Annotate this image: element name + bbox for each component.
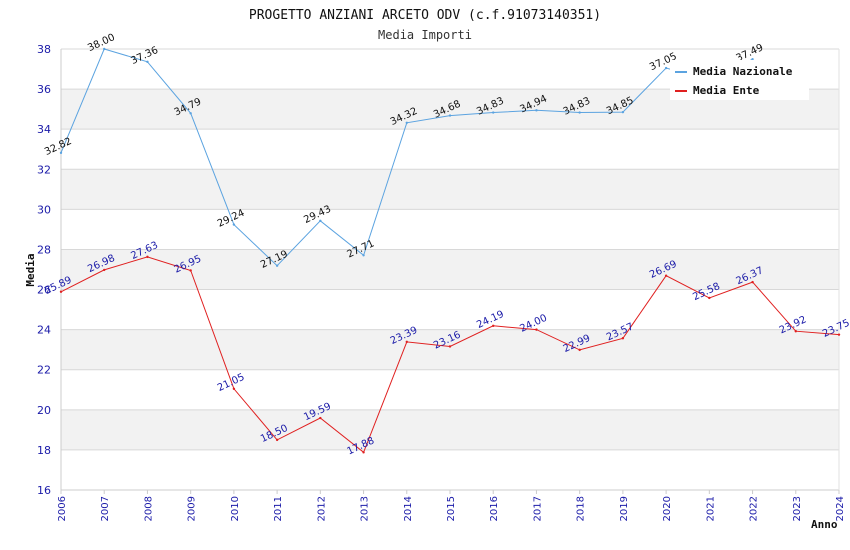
- grid-bands: [61, 89, 839, 450]
- data-point-media-ente: [232, 387, 236, 390]
- x-tick-label: 2018: [576, 496, 587, 521]
- y-tick-label: 38: [37, 43, 51, 56]
- x-tick-label: 2012: [316, 496, 327, 521]
- x-tick-label: 2014: [403, 496, 414, 521]
- data-point-media-ente: [492, 324, 495, 328]
- y-tick-label: 32: [37, 163, 51, 176]
- x-tick-label: 2017: [532, 496, 543, 521]
- y-tick-label: 20: [37, 404, 51, 417]
- data-label-media-nazionale: 37.36: [129, 45, 160, 67]
- y-axis-label: Media: [24, 253, 37, 286]
- x-tick-label: 2010: [230, 496, 241, 521]
- data-point-media-ente: [751, 280, 754, 284]
- data-point-media-ente: [794, 330, 797, 333]
- data-point-media-ente: [405, 340, 408, 344]
- x-tick-label: 2007: [100, 496, 111, 521]
- data-point-media-ente: [189, 269, 192, 272]
- series-lines: [59, 47, 841, 454]
- x-tick-label: 2016: [489, 496, 500, 521]
- x-tick-label: 2020: [662, 496, 673, 521]
- data-point-media-nazionale: [535, 109, 538, 112]
- x-tick-label: 2023: [792, 496, 803, 521]
- data-point-media-nazionale: [189, 112, 192, 115]
- data-point-media-ente: [275, 438, 279, 442]
- data-point-media-ente: [664, 274, 668, 277]
- series-line-media-nazionale: [60, 48, 753, 267]
- chart-subtitle: Media Importi: [378, 28, 472, 42]
- data-point-media-ente: [535, 328, 538, 331]
- x-tick-label: 2021: [705, 496, 716, 521]
- data-label-media-ente: 21.05: [216, 372, 247, 394]
- data-point-media-nazionale: [275, 264, 279, 267]
- data-point-media-nazionale: [448, 114, 452, 117]
- y-tick-label: 28: [37, 243, 51, 256]
- x-axis-ticks: 2006 2007 2008 2009 2010 2011 2012 2013 2014 2015…: [57, 490, 846, 521]
- x-tick-label: 2011: [273, 496, 284, 521]
- grid-band: [61, 409, 839, 450]
- data-point-media-nazionale: [146, 60, 149, 64]
- data-point-media-nazionale: [59, 151, 63, 155]
- x-tick-label: 2015: [446, 496, 457, 521]
- data-point-media-nazionale: [319, 219, 322, 222]
- data-point-media-ente: [837, 333, 841, 336]
- x-axis-label: Anno: [811, 518, 838, 531]
- data-point-media-ente: [59, 290, 63, 293]
- grid-lines: [61, 48, 839, 491]
- data-label-media-nazionale: 32.82: [43, 136, 74, 158]
- y-tick-label: 34: [37, 123, 51, 136]
- data-point-media-nazionale: [405, 121, 408, 124]
- legend-box: [670, 60, 809, 100]
- data-label-media-ente: 24.19: [475, 309, 506, 331]
- y-tick-label: 24: [37, 324, 51, 337]
- data-point-media-nazionale: [578, 111, 581, 114]
- data-point-media-nazionale: [664, 66, 668, 70]
- x-tick-label: 2024: [835, 496, 846, 521]
- data-point-media-ente: [578, 348, 581, 352]
- y-tick-label: 36: [37, 83, 51, 96]
- x-tick-label: 2006: [57, 496, 68, 521]
- grid-band: [61, 169, 839, 210]
- legend-label-media-ente: Media Ente: [693, 84, 760, 97]
- chart-title: PROGETTO ANZIANI ARCETO ODV (c.f.9107314…: [249, 8, 601, 23]
- data-point-media-ente: [621, 337, 625, 340]
- data-point-media-nazionale: [621, 110, 625, 114]
- x-tick-label: 2013: [360, 496, 371, 521]
- legend: Media Nazionale Media Ente: [670, 60, 809, 100]
- x-tick-label: 2022: [749, 496, 760, 521]
- x-tick-label: 2008: [143, 496, 154, 521]
- data-label-media-nazionale: 38.00: [86, 32, 117, 54]
- y-tick-label: 16: [37, 484, 51, 497]
- data-point-media-nazionale: [362, 254, 365, 257]
- data-label-media-ente: 25.89: [43, 275, 74, 297]
- data-point-media-ente: [708, 296, 711, 300]
- data-point-media-nazionale: [492, 111, 495, 114]
- x-tick-label: 2019: [619, 496, 630, 521]
- y-tick-label: 30: [37, 203, 51, 216]
- data-point-media-nazionale: [232, 223, 236, 226]
- data-point-media-ente: [362, 451, 365, 454]
- data-point-media-nazionale: [103, 47, 106, 51]
- data-point-media-ente: [146, 255, 149, 259]
- data-point-media-ente: [103, 268, 106, 272]
- y-tick-label: 22: [37, 364, 51, 377]
- data-point-media-ente: [448, 345, 452, 348]
- legend-label-media-nazionale: Media Nazionale: [693, 65, 793, 78]
- grid-band: [61, 329, 839, 370]
- y-tick-label: 26: [37, 284, 51, 297]
- data-point-media-nazionale: [751, 58, 754, 61]
- data-point-media-ente: [319, 416, 322, 420]
- x-tick-label: 2009: [187, 496, 198, 521]
- y-tick-label: 18: [37, 444, 51, 457]
- data-label-media-nazionale: 29.24: [216, 208, 247, 230]
- y-axis-ticks: 16 18 20 22 24 26 28 30 32 34 36 38: [37, 43, 51, 497]
